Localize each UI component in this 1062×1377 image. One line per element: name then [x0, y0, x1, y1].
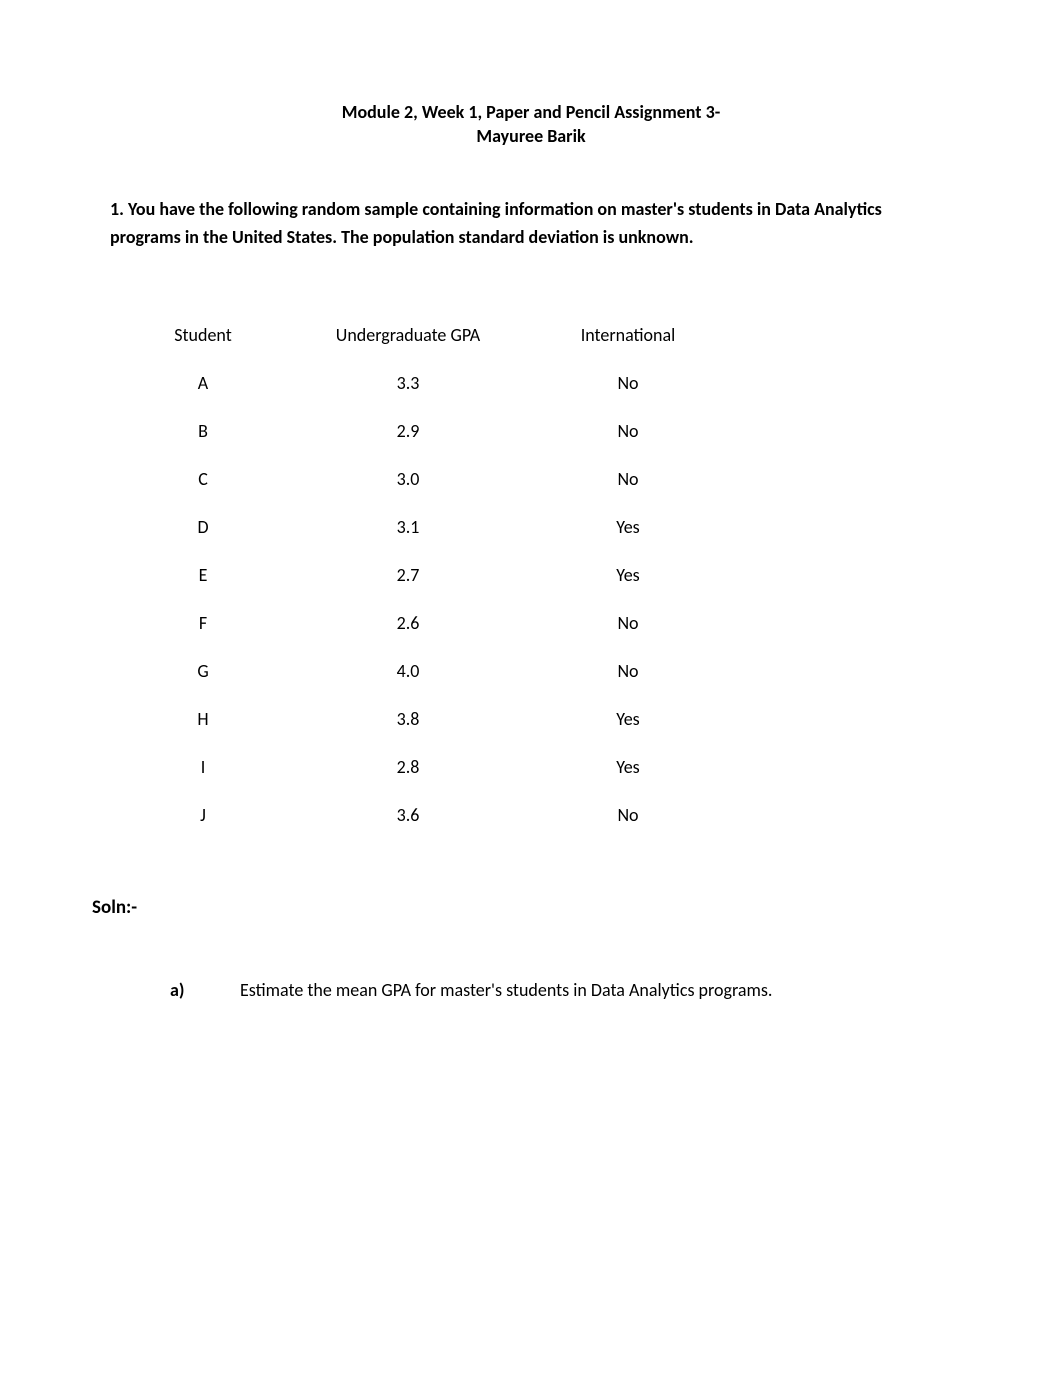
cell-gpa: 4.0 [278, 660, 538, 682]
cell-gpa: 2.9 [278, 420, 538, 442]
question-number: 1. [110, 198, 124, 220]
table-row: B 2.9 No [128, 420, 718, 442]
cell-intl: Yes [538, 708, 718, 730]
cell-student: H [128, 708, 278, 730]
table-row: F 2.6 No [128, 612, 718, 634]
col-header-student: Student [128, 324, 278, 346]
table-row: J 3.6 No [128, 804, 718, 826]
table-row: G 4.0 No [128, 660, 718, 682]
part-a-text: Estimate the mean GPA for master's stude… [240, 979, 772, 1001]
document-page: Module 2, Week 1, Paper and Pencil Assig… [0, 0, 1062, 1377]
cell-student: B [128, 420, 278, 442]
cell-student: A [128, 372, 278, 394]
cell-student: D [128, 516, 278, 538]
cell-gpa: 2.6 [278, 612, 538, 634]
cell-intl: Yes [538, 516, 718, 538]
part-a: a) Estimate the mean GPA for master's st… [170, 979, 952, 1001]
header-line-2: Mayuree Barik [110, 124, 952, 148]
cell-intl: No [538, 612, 718, 634]
table-header-row: Student Undergraduate GPA International [128, 324, 718, 346]
document-header: Module 2, Week 1, Paper and Pencil Assig… [110, 100, 952, 149]
cell-student: I [128, 756, 278, 778]
col-header-gpa: Undergraduate GPA [278, 324, 538, 346]
cell-gpa: 3.8 [278, 708, 538, 730]
col-header-intl: International [538, 324, 718, 346]
cell-intl: No [538, 660, 718, 682]
cell-gpa: 3.6 [278, 804, 538, 826]
cell-gpa: 3.3 [278, 372, 538, 394]
header-line-1: Module 2, Week 1, Paper and Pencil Assig… [110, 100, 952, 124]
question-1: 1. You have the following random sample … [110, 195, 952, 253]
cell-gpa: 3.0 [278, 468, 538, 490]
cell-student: F [128, 612, 278, 634]
question-text: You have the following random sample con… [110, 198, 882, 249]
table-row: C 3.0 No [128, 468, 718, 490]
data-table: Student Undergraduate GPA International … [128, 298, 718, 852]
cell-intl: No [538, 804, 718, 826]
cell-gpa: 2.7 [278, 564, 538, 586]
table-row: A 3.3 No [128, 372, 718, 394]
cell-gpa: 3.1 [278, 516, 538, 538]
table-row: I 2.8 Yes [128, 756, 718, 778]
table-row: H 3.8 Yes [128, 708, 718, 730]
cell-intl: Yes [538, 564, 718, 586]
table-row: E 2.7 Yes [128, 564, 718, 586]
cell-student: E [128, 564, 278, 586]
cell-gpa: 2.8 [278, 756, 538, 778]
cell-intl: No [538, 372, 718, 394]
cell-intl: Yes [538, 756, 718, 778]
cell-intl: No [538, 420, 718, 442]
cell-student: C [128, 468, 278, 490]
table-row: D 3.1 Yes [128, 516, 718, 538]
cell-student: J [128, 804, 278, 826]
solution-heading: Soln:- [92, 896, 952, 919]
cell-student: G [128, 660, 278, 682]
part-a-label: a) [170, 979, 240, 1001]
cell-intl: No [538, 468, 718, 490]
